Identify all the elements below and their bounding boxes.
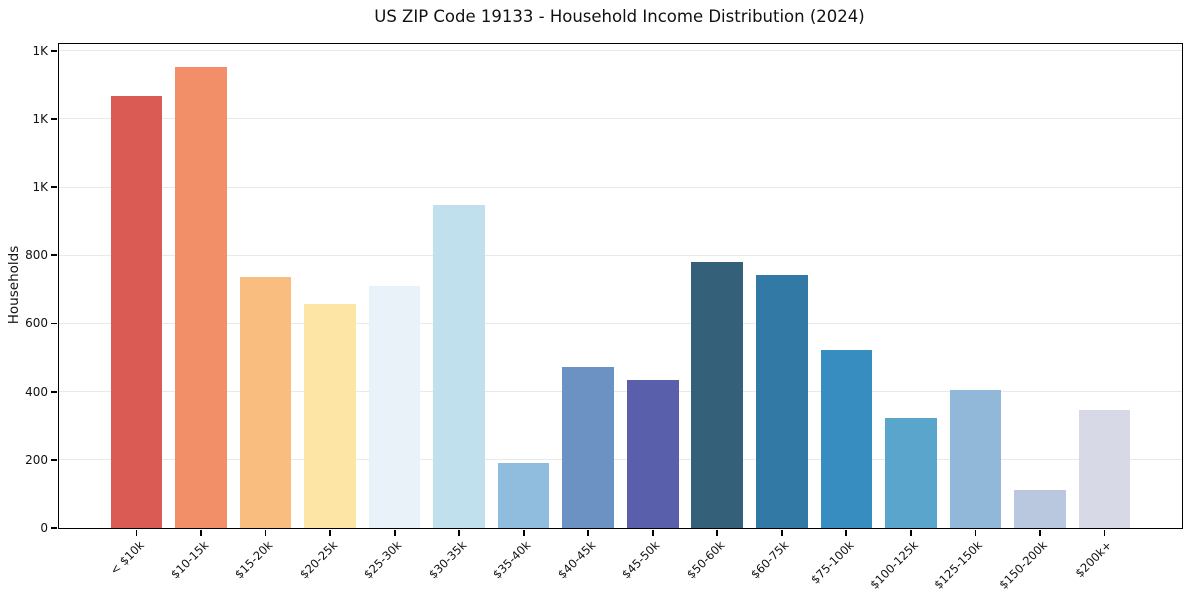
x-tick-mark bbox=[910, 529, 912, 536]
bar bbox=[1014, 490, 1066, 528]
y-tick-label: 800 bbox=[25, 248, 48, 263]
bar bbox=[1078, 410, 1131, 528]
gridline bbox=[59, 186, 1182, 188]
x-tick-label: $20-25k bbox=[296, 538, 340, 582]
y-tick-mark bbox=[51, 390, 58, 393]
gridline bbox=[59, 391, 1182, 393]
bar bbox=[756, 274, 808, 528]
x-tick-mark bbox=[845, 529, 848, 536]
x-tick-label: $125-150k bbox=[931, 538, 986, 590]
y-axis-label: Households bbox=[6, 245, 22, 325]
bar bbox=[949, 390, 1002, 528]
x-tick-label: $35-40k bbox=[490, 538, 534, 582]
y-tick-label: 1K bbox=[32, 43, 48, 58]
bar bbox=[368, 286, 421, 528]
chart-title: US ZIP Code 19133 - Household Income Dis… bbox=[374, 7, 865, 26]
y-tick-mark bbox=[51, 322, 58, 325]
bar bbox=[304, 303, 356, 528]
x-tick-label: $60-75k bbox=[748, 538, 792, 582]
y-tick-mark bbox=[51, 186, 58, 189]
gridline bbox=[59, 50, 1182, 52]
bar bbox=[433, 204, 485, 528]
bar bbox=[175, 67, 227, 528]
x-tick-mark bbox=[651, 529, 654, 536]
y-tick-label: 1K bbox=[32, 111, 48, 126]
y-tick-mark bbox=[51, 118, 58, 120]
x-tick-label: $30-35k bbox=[425, 538, 470, 582]
y-tick-label: 200 bbox=[25, 452, 48, 467]
y-tick-mark bbox=[51, 527, 58, 529]
x-tick-label: $50-60k bbox=[683, 538, 728, 582]
y-tick-label: 0 bbox=[40, 521, 48, 535]
x-tick-label: $25-30k bbox=[361, 538, 405, 582]
bar bbox=[110, 95, 163, 528]
bar bbox=[691, 262, 744, 528]
y-tick-label: 400 bbox=[25, 384, 48, 399]
x-tick-mark bbox=[522, 529, 525, 536]
y-tick-label: 1K bbox=[32, 180, 48, 195]
y-tick-mark bbox=[51, 458, 58, 461]
x-tick-label: $10-15k bbox=[167, 538, 211, 582]
x-tick-mark bbox=[587, 529, 590, 536]
x-tick-mark bbox=[974, 529, 977, 536]
gridline bbox=[59, 118, 1182, 120]
y-tick-mark bbox=[51, 254, 58, 257]
x-tick-label: < $10k bbox=[106, 538, 147, 578]
x-tick-mark bbox=[780, 529, 783, 536]
x-tick-mark bbox=[200, 529, 202, 536]
x-tick-label: $150-200k bbox=[996, 538, 1050, 590]
bar bbox=[497, 463, 550, 528]
x-tick-label: $75-100k bbox=[807, 538, 857, 587]
x-tick-mark bbox=[264, 529, 267, 536]
x-tick-mark bbox=[716, 529, 719, 536]
x-tick-mark bbox=[135, 529, 138, 536]
gridline bbox=[59, 322, 1182, 324]
x-tick-mark bbox=[329, 529, 331, 536]
gridline bbox=[59, 254, 1182, 256]
bar bbox=[626, 380, 679, 528]
gridline bbox=[59, 459, 1182, 461]
x-tick-label: $200k+ bbox=[1072, 538, 1115, 581]
bar bbox=[820, 349, 873, 528]
x-tick-mark bbox=[458, 529, 461, 536]
y-tick-label: 600 bbox=[25, 316, 48, 331]
x-tick-label: $45-50k bbox=[619, 538, 663, 582]
x-tick-mark bbox=[1103, 529, 1106, 536]
x-tick-label: $40-45k bbox=[554, 538, 599, 582]
y-tick-mark bbox=[51, 49, 58, 52]
bar bbox=[562, 366, 615, 528]
x-tick-label: $15-20k bbox=[232, 538, 276, 582]
x-tick-label: $100-125k bbox=[867, 538, 921, 590]
x-tick-mark bbox=[393, 529, 396, 536]
x-tick-mark bbox=[1039, 529, 1041, 536]
bar bbox=[239, 277, 292, 528]
bar bbox=[885, 417, 937, 528]
plot-area: 0 200 400 600 800 1K 1K 1K < $10k $10-15k $15-20k $… bbox=[25, 43, 1183, 590]
